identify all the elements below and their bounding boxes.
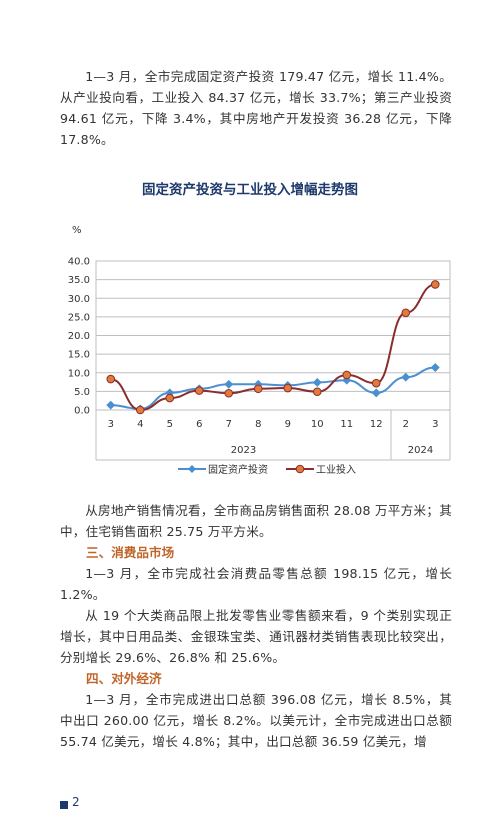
x-tick-label: 7	[226, 419, 232, 430]
data-point-2	[283, 383, 293, 393]
x-tick-label: 11	[340, 419, 353, 430]
data-point-2	[401, 308, 411, 318]
x-group-label: 2023	[231, 445, 256, 456]
y-tick-label: 25.0	[68, 312, 90, 323]
data-point-2	[224, 388, 234, 398]
page-marker-square	[60, 801, 68, 809]
data-point-1	[401, 372, 411, 382]
x-tick-label: 9	[285, 419, 291, 430]
section-heading-foreign-economy: 四、对外经济	[86, 671, 162, 686]
paragraph-investment: 1—3 月，全市完成固定资产投资 179.47 亿元，增长 11.4%。从产业投…	[60, 69, 452, 147]
y-tick-label: 5.0	[74, 387, 90, 398]
investment-trend-chart: % 0.0 5.0 10.0 15.0 20.0 25.0 30.0 35.0 40.0 3 4 5 6 7…	[68, 225, 451, 476]
legend-label-2: 工业投入	[316, 463, 356, 476]
data-point-1	[106, 400, 116, 410]
x-tick-label: 8	[255, 419, 261, 430]
data-point-2	[253, 384, 263, 394]
y-axis-unit-label: %	[72, 225, 82, 236]
data-point-2	[312, 387, 322, 397]
x-tick-label: 6	[196, 419, 202, 430]
data-point-2	[194, 386, 204, 395]
paragraph-real-estate-sales: 从房地产销售情况看，全市商品房销售面积 28.08 万平方米；其中，住宅销售面积…	[60, 503, 452, 539]
data-point-1	[224, 379, 234, 389]
data-point-2	[165, 393, 175, 403]
data-point-2	[135, 405, 145, 415]
y-tick-label: 40.0	[68, 257, 90, 268]
paragraph-import-export: 1—3 月，全市完成进出口总额 396.08 亿元，增长 8.5%，其中出口 2…	[60, 692, 452, 749]
x-tick-label: 2	[403, 419, 409, 430]
y-tick-label: 35.0	[68, 275, 90, 286]
data-point-2	[106, 374, 116, 384]
page-number: 2	[72, 795, 80, 809]
x-tick-label: 10	[311, 419, 324, 430]
section-heading-consumer-market: 三、消费品市场	[86, 545, 175, 560]
plot-area-border	[95, 260, 451, 411]
y-tick-label: 30.0	[68, 294, 90, 305]
x-group-label: 2024	[408, 445, 433, 456]
y-tick-label: 0.0	[74, 406, 90, 417]
y-tick-label: 15.0	[68, 350, 90, 361]
x-tick-label: 5	[167, 419, 173, 430]
data-point-2	[342, 370, 352, 380]
legend-marker-circle	[295, 464, 305, 474]
data-point-1	[312, 377, 322, 387]
y-tick-label: 20.0	[68, 331, 90, 342]
data-point-1	[371, 388, 381, 398]
paragraph-retail-categories: 从 19 个大类商品限上批发零售业零售额来看，9 个类别实现正增长，其中日用品类…	[60, 608, 452, 665]
x-tick-label: 3	[108, 419, 114, 430]
data-point-1	[430, 362, 440, 373]
chart-title: 固定资产投资与工业投入增幅走势图	[142, 182, 358, 198]
legend-label-1: 固定资产投资	[208, 463, 268, 476]
data-point-2	[430, 280, 440, 289]
paragraph-retail-sales: 1—3 月，全市完成社会消费品零售总额 198.15 亿元，增长 1.2%。	[60, 566, 452, 602]
y-tick-label: 10.0	[68, 368, 90, 379]
legend-marker-diamond	[188, 465, 196, 473]
x-tick-label: 4	[137, 419, 143, 430]
data-point-2	[371, 378, 381, 388]
x-tick-label: 3	[432, 419, 438, 430]
x-tick-label: 12	[370, 419, 383, 430]
